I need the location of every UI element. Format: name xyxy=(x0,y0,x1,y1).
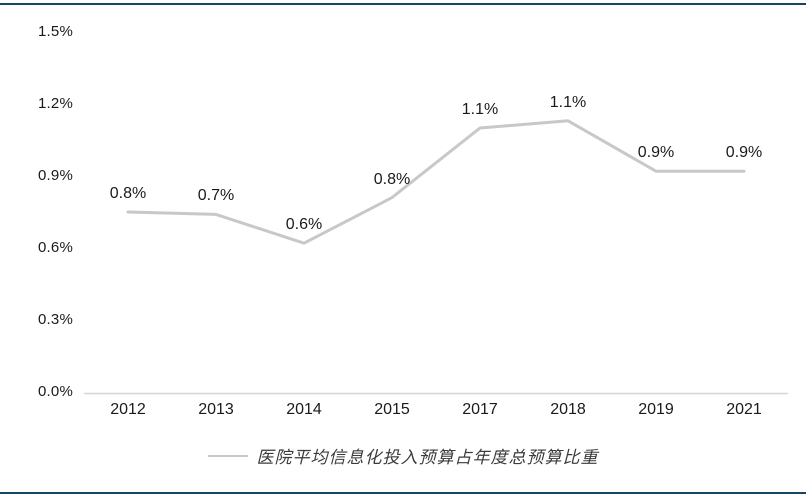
data-point-label: 1.1% xyxy=(549,93,587,111)
x-axis-tick-label: 2013 xyxy=(198,401,234,418)
y-axis-tick-label: 1.2% xyxy=(38,95,73,112)
y-axis-tick-label: 0.0% xyxy=(38,383,73,400)
x-axis-tick-label: 2012 xyxy=(110,401,146,418)
x-axis-tick-label: 2021 xyxy=(726,401,762,418)
legend-series-label: 医院平均信息化投入预算占年度总预算比重 xyxy=(256,448,599,467)
x-axis-tick-label: 2014 xyxy=(286,401,322,418)
data-point-label: 1.1% xyxy=(461,101,499,118)
top-border-line xyxy=(0,3,806,5)
data-point-label: 0.9% xyxy=(637,144,675,162)
data-point-label: 0.8% xyxy=(373,170,411,188)
y-axis-tick-label: 0.3% xyxy=(38,311,73,328)
bottom-border-line xyxy=(0,492,806,494)
x-axis-tick-label: 2018 xyxy=(550,401,586,418)
data-point-label: 0.7% xyxy=(197,187,235,205)
y-axis-tick-label: 1.5% xyxy=(38,23,73,40)
chart-legend: 医院平均信息化投入预算占年度总预算比重 xyxy=(0,443,806,468)
x-axis-tick-label: 2019 xyxy=(638,401,674,418)
data-point-label: 0.6% xyxy=(285,216,323,234)
data-point-label: 0.9% xyxy=(725,144,763,162)
x-axis-tick-label: 2017 xyxy=(462,401,498,418)
x-axis-tick-label: 2015 xyxy=(374,401,410,418)
data-point-label: 0.8% xyxy=(109,185,147,202)
y-axis-tick-label: 0.9% xyxy=(38,167,73,184)
series-line xyxy=(126,119,746,245)
legend-line-marker xyxy=(207,454,248,457)
y-axis-tick-label: 0.6% xyxy=(38,239,73,256)
